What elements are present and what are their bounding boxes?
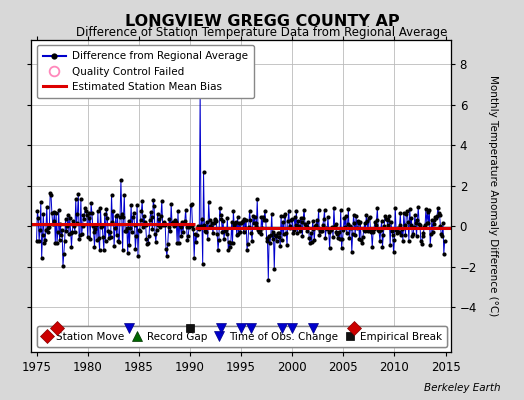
Legend: Station Move, Record Gap, Time of Obs. Change, Empirical Break: Station Move, Record Gap, Time of Obs. C… [37,326,447,347]
Y-axis label: Monthly Temperature Anomaly Difference (°C): Monthly Temperature Anomaly Difference (… [488,75,498,317]
Text: LONGVIEW GREGG COUNTY AP: LONGVIEW GREGG COUNTY AP [125,14,399,29]
Text: Difference of Station Temperature Data from Regional Average: Difference of Station Temperature Data f… [77,26,447,39]
Text: Berkeley Earth: Berkeley Earth [424,383,500,393]
